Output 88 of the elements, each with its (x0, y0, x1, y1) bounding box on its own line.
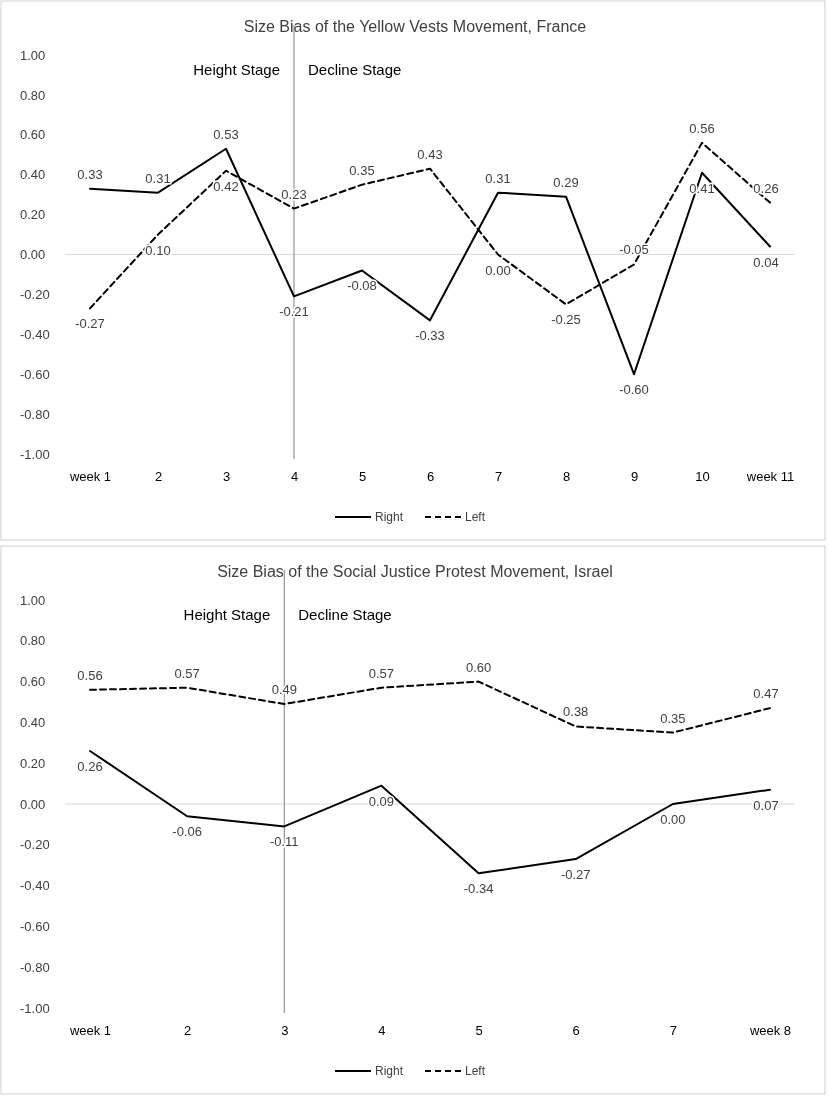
x-tick-label: 6 (426, 469, 435, 485)
data-label: 0.53 (213, 126, 239, 142)
y-tick-label: -0.60 (20, 919, 50, 935)
y-tick-label: -0.80 (20, 959, 50, 975)
data-label: 0.42 (213, 178, 239, 194)
y-tick-label: -0.20 (20, 837, 50, 853)
y-tick-label: 0.40 (20, 167, 46, 183)
data-label: 0.35 (349, 162, 375, 178)
x-tick-label: 2 (184, 1023, 192, 1039)
data-label: -0.33 (415, 328, 445, 344)
x-tick-label: 4 (378, 1023, 386, 1039)
x-tick-label: 5 (358, 469, 367, 485)
x-tick-label: 7 (494, 469, 503, 485)
data-label: 0.38 (563, 704, 589, 720)
annotation: Height Stage (193, 61, 280, 78)
chart-title: Size Bias of the Yellow Vests Movement, France (243, 18, 587, 35)
y-tick-label: 0.00 (20, 796, 46, 812)
x-tick-label: 9 (630, 469, 639, 485)
y-tick-label: -0.40 (20, 878, 50, 894)
data-label: 0.29 (553, 174, 579, 190)
data-label: -0.21 (279, 304, 309, 320)
x-tick-label: 7 (669, 1023, 677, 1039)
x-tick-label: week 1 (68, 1023, 112, 1039)
data-label: -0.11 (269, 834, 299, 850)
data-label: 0.00 (660, 812, 686, 827)
y-tick-label: 1.00 (20, 47, 46, 63)
data-label: -0.27 (560, 867, 591, 883)
data-label: -0.34 (463, 881, 494, 897)
annotation: Decline Stage (308, 61, 402, 78)
y-tick-label: 1.00 (20, 592, 46, 608)
x-tick-label: week 8 (748, 1023, 792, 1039)
data-label: 0.00 (485, 262, 511, 278)
data-label: 0.26 (77, 758, 103, 774)
x-tick-label: 4 (290, 469, 299, 485)
data-label: 0.04 (753, 254, 779, 270)
x-tick-label: 2 (154, 469, 163, 485)
legend-label: Right (375, 1064, 404, 1078)
data-label: 0.26 (753, 180, 779, 196)
data-label: 0.09 (368, 793, 395, 809)
x-tick-label: 10 (695, 469, 710, 485)
x-tick-label: 3 (222, 469, 231, 485)
y-tick-label: 0.60 (20, 127, 46, 143)
x-tick-label: 6 (572, 1023, 580, 1039)
x-tick-label: week 1 (68, 469, 112, 485)
data-label: 0.56 (689, 120, 715, 136)
x-tick-label: 8 (562, 469, 571, 485)
data-label: 0.10 (145, 242, 171, 258)
y-tick-label: 0.80 (20, 633, 46, 649)
y-tick-label: -0.80 (20, 406, 50, 422)
data-label: 0.43 (417, 146, 443, 162)
data-label: 0.23 (281, 186, 307, 202)
annotation: Decline Stage (298, 606, 392, 623)
data-label: -0.25 (551, 312, 581, 328)
x-tick-label: 5 (475, 1023, 483, 1039)
y-tick-label: -0.60 (20, 366, 50, 382)
annotation: Height Stage (183, 606, 271, 623)
y-tick-label: 0.40 (20, 715, 46, 731)
data-label: 0.49 (271, 682, 297, 698)
data-label: -0.06 (172, 824, 202, 840)
data-label: 0.47 (753, 686, 779, 702)
data-label: 0.35 (660, 710, 686, 726)
x-tick-label: 3 (281, 1023, 289, 1039)
data-label: 0.56 (77, 667, 103, 683)
data-label: 0.31 (485, 170, 511, 186)
data-label: -0.08 (347, 278, 377, 294)
data-label: 0.07 (753, 797, 779, 813)
y-tick-label: -1.00 (20, 446, 50, 462)
data-label: 0.33 (77, 166, 103, 182)
data-label: -0.27 (75, 316, 105, 332)
y-tick-label: 0.60 (20, 674, 46, 690)
data-label: 0.31 (145, 170, 171, 186)
data-label: 0.60 (465, 659, 492, 675)
x-tick-label: week 11 (745, 469, 795, 485)
data-label: 0.57 (368, 665, 395, 681)
y-tick-label: -1.00 (20, 1000, 50, 1016)
legend-label: Right (375, 510, 404, 524)
y-tick-label: 0.00 (20, 247, 46, 263)
chart-title: Size Bias of the Social Justice Protest Movement, Israel (217, 563, 613, 580)
y-tick-label: 0.20 (20, 755, 46, 771)
legend-label: Left (465, 1064, 486, 1078)
data-label: -0.60 (619, 382, 649, 398)
data-label: 0.57 (174, 665, 200, 681)
y-tick-label: -0.40 (20, 326, 50, 342)
y-tick-label: 0.20 (20, 207, 46, 223)
data-label: -0.05 (619, 242, 649, 258)
legend-label: Left (465, 510, 486, 524)
y-tick-label: -0.20 (20, 287, 50, 303)
y-tick-label: 0.80 (20, 87, 46, 103)
